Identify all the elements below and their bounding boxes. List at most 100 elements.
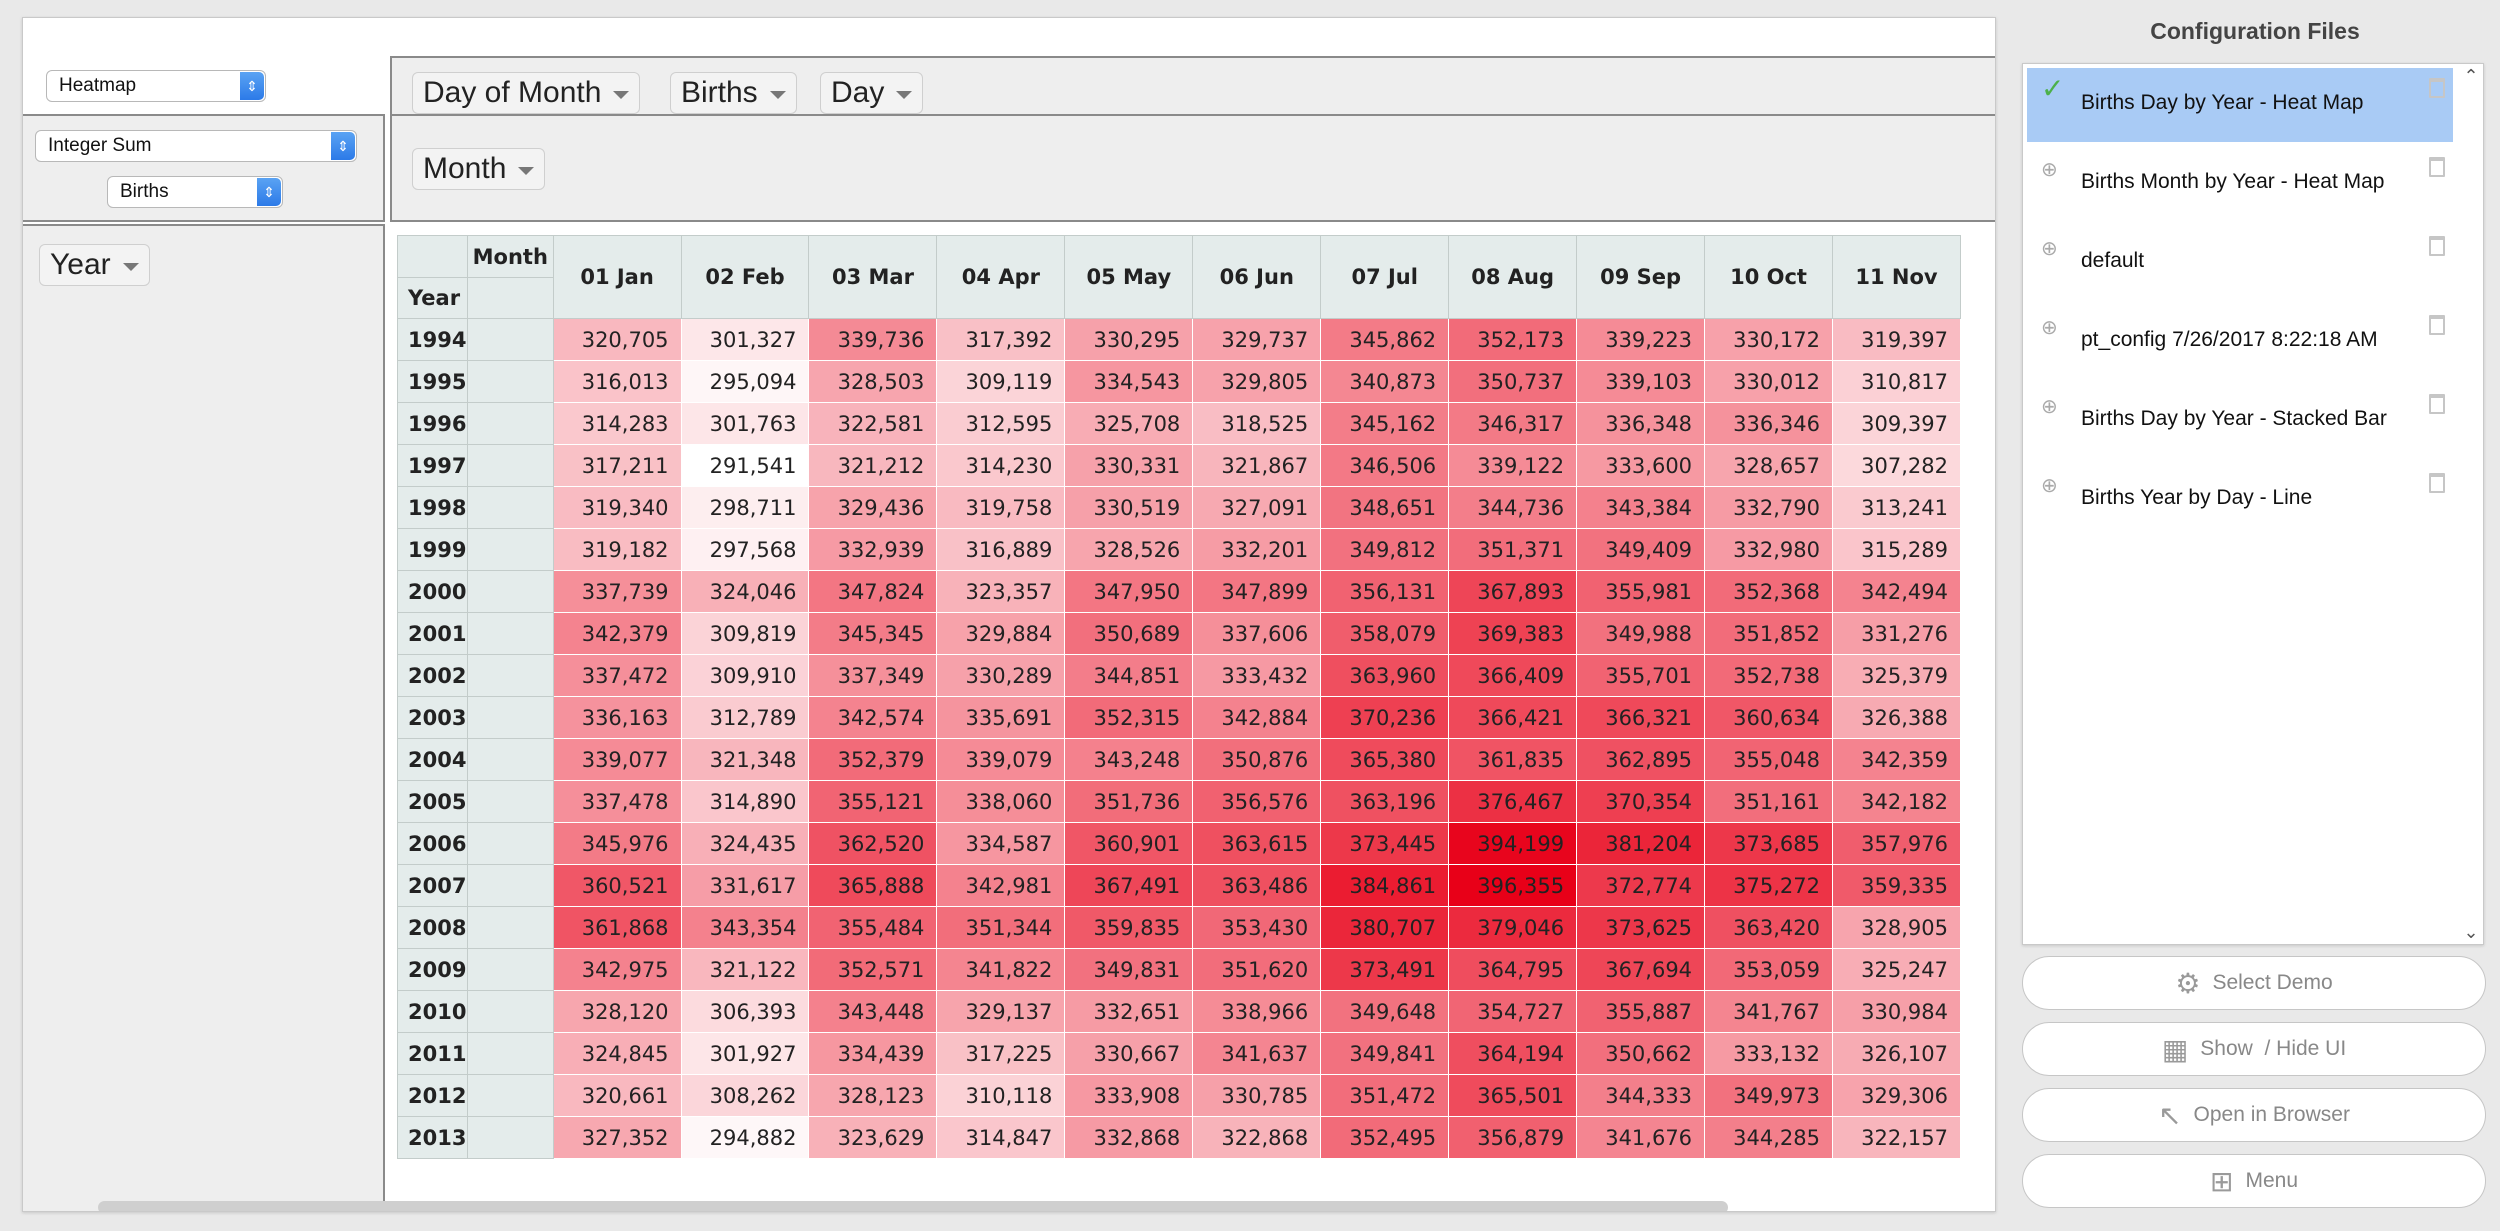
heatmap-cell[interactable]: 319,397	[1831, 318, 1961, 361]
heatmap-cell[interactable]: 341,637	[1192, 1032, 1322, 1075]
heatmap-cell[interactable]: 343,248	[1064, 738, 1194, 781]
heatmap-cell[interactable]: 362,895	[1576, 738, 1706, 781]
attr-pill-day-of-month[interactable]: Day of Month	[412, 72, 641, 114]
heatmap-cell[interactable]: 332,790	[1704, 486, 1833, 529]
heatmap-cell[interactable]: 344,736	[1448, 486, 1578, 529]
heatmap-cell[interactable]: 356,576	[1192, 780, 1322, 823]
heatmap-cell[interactable]: 330,984	[1831, 990, 1961, 1033]
heatmap-cell[interactable]: 342,359	[1831, 738, 1961, 781]
heatmap-cell[interactable]: 314,230	[936, 444, 1066, 487]
trash-icon[interactable]	[2429, 157, 2445, 177]
aggregator-select[interactable]: Integer Sum ⇕	[35, 130, 357, 162]
heatmap-cell[interactable]: 329,306	[1831, 1074, 1961, 1117]
heatmap-cell[interactable]: 339,223	[1576, 318, 1706, 361]
config-item[interactable]: ⊕ Births Month by Year - Heat Map	[2027, 147, 2453, 221]
heatmap-cell[interactable]: 375,272	[1704, 864, 1833, 907]
column-header[interactable]: 03 Mar	[808, 235, 938, 319]
heatmap-cell[interactable]: 338,966	[1192, 990, 1322, 1033]
heatmap-cell[interactable]: 350,876	[1192, 738, 1322, 781]
heatmap-cell[interactable]: 310,817	[1831, 360, 1961, 403]
heatmap-cell[interactable]: 332,868	[1064, 1116, 1194, 1159]
heatmap-cell[interactable]: 327,352	[552, 1116, 682, 1159]
heatmap-cell[interactable]: 321,867	[1192, 444, 1322, 487]
heatmap-cell[interactable]: 319,340	[552, 486, 682, 529]
open-in-browser-button[interactable]: ↖ Open in Browser	[2022, 1088, 2486, 1142]
heatmap-cell[interactable]: 349,648	[1320, 990, 1450, 1033]
heatmap-cell[interactable]: 339,077	[552, 738, 682, 781]
renderer-select[interactable]: Heatmap ⇕	[46, 70, 266, 102]
heatmap-cell[interactable]: 342,494	[1831, 570, 1961, 613]
trash-icon[interactable]	[2429, 236, 2445, 256]
heatmap-cell[interactable]: 357,976	[1831, 822, 1961, 865]
heatmap-cell[interactable]: 316,013	[552, 360, 682, 403]
heatmap-cell[interactable]: 373,445	[1320, 822, 1450, 865]
heatmap-cell[interactable]: 363,615	[1192, 822, 1322, 865]
heatmap-cell[interactable]: 355,701	[1576, 654, 1706, 697]
heatmap-cell[interactable]: 307,282	[1831, 444, 1961, 487]
heatmap-cell[interactable]: 345,976	[552, 822, 682, 865]
heatmap-cell[interactable]: 347,899	[1192, 570, 1322, 613]
heatmap-cell[interactable]: 351,161	[1704, 780, 1833, 823]
heatmap-cell[interactable]: 370,236	[1320, 696, 1450, 739]
heatmap-cell[interactable]: 330,172	[1704, 318, 1833, 361]
attr-pill-year[interactable]: Year	[39, 244, 150, 286]
heatmap-cell[interactable]: 342,975	[552, 948, 682, 991]
heatmap-cell[interactable]: 381,204	[1576, 822, 1706, 865]
column-header[interactable]: 01 Jan	[552, 235, 682, 319]
heatmap-cell[interactable]: 330,331	[1064, 444, 1194, 487]
heatmap-cell[interactable]: 294,882	[680, 1116, 810, 1159]
heatmap-cell[interactable]: 351,620	[1192, 948, 1322, 991]
heatmap-cell[interactable]: 333,600	[1576, 444, 1706, 487]
heatmap-cell[interactable]: 350,689	[1064, 612, 1194, 655]
heatmap-cell[interactable]: 343,448	[808, 990, 938, 1033]
heatmap-cell[interactable]: 325,708	[1064, 402, 1194, 445]
column-header[interactable]: 08 Aug	[1448, 235, 1578, 319]
heatmap-cell[interactable]: 336,346	[1704, 402, 1833, 445]
config-item[interactable]: ⊕ Births Day by Year - Stacked Bar	[2027, 384, 2453, 458]
heatmap-cell[interactable]: 352,738	[1704, 654, 1833, 697]
heatmap-cell[interactable]: 365,380	[1320, 738, 1450, 781]
heatmap-cell[interactable]: 309,910	[680, 654, 810, 697]
heatmap-cell[interactable]: 352,495	[1320, 1116, 1450, 1159]
heatmap-cell[interactable]: 330,289	[936, 654, 1066, 697]
heatmap-cell[interactable]: 314,890	[680, 780, 810, 823]
heatmap-cell[interactable]: 369,383	[1448, 612, 1578, 655]
heatmap-cell[interactable]: 352,173	[1448, 318, 1578, 361]
heatmap-cell[interactable]: 356,131	[1320, 570, 1450, 613]
heatmap-cell[interactable]: 376,467	[1448, 780, 1578, 823]
heatmap-cell[interactable]: 355,981	[1576, 570, 1706, 613]
heatmap-cell[interactable]: 396,355	[1448, 864, 1578, 907]
heatmap-cell[interactable]: 324,435	[680, 822, 810, 865]
heatmap-cell[interactable]: 366,409	[1448, 654, 1578, 697]
heatmap-cell[interactable]: 337,739	[552, 570, 682, 613]
heatmap-cell[interactable]: 363,196	[1320, 780, 1450, 823]
heatmap-cell[interactable]: 342,182	[1831, 780, 1961, 823]
column-header[interactable]: 05 May	[1064, 235, 1194, 319]
heatmap-cell[interactable]: 333,432	[1192, 654, 1322, 697]
heatmap-cell[interactable]: 329,436	[808, 486, 938, 529]
heatmap-cell[interactable]: 323,629	[808, 1116, 938, 1159]
heatmap-cell[interactable]: 394,199	[1448, 822, 1578, 865]
heatmap-cell[interactable]: 338,060	[936, 780, 1066, 823]
heatmap-cell[interactable]: 349,841	[1320, 1032, 1450, 1075]
heatmap-cell[interactable]: 312,789	[680, 696, 810, 739]
heatmap-cell[interactable]: 350,737	[1448, 360, 1578, 403]
heatmap-cell[interactable]: 351,472	[1320, 1074, 1450, 1117]
scroll-up-icon[interactable]: ⌃	[2463, 66, 2479, 86]
heatmap-cell[interactable]: 349,812	[1320, 528, 1450, 571]
heatmap-cell[interactable]: 317,392	[936, 318, 1066, 361]
heatmap-cell[interactable]: 330,519	[1064, 486, 1194, 529]
trash-icon[interactable]	[2429, 394, 2445, 414]
heatmap-cell[interactable]: 348,651	[1320, 486, 1450, 529]
heatmap-cell[interactable]: 330,785	[1192, 1074, 1322, 1117]
heatmap-cell[interactable]: 355,121	[808, 780, 938, 823]
heatmap-cell[interactable]: 315,289	[1831, 528, 1961, 571]
heatmap-cell[interactable]: 337,472	[552, 654, 682, 697]
heatmap-cell[interactable]: 353,430	[1192, 906, 1322, 949]
heatmap-cell[interactable]: 328,120	[552, 990, 682, 1033]
heatmap-cell[interactable]: 360,901	[1064, 822, 1194, 865]
heatmap-cell[interactable]: 330,012	[1704, 360, 1833, 403]
heatmap-cell[interactable]: 350,662	[1576, 1032, 1706, 1075]
heatmap-cell[interactable]: 319,758	[936, 486, 1066, 529]
menu-button[interactable]: ⊞ Menu	[2022, 1154, 2486, 1208]
